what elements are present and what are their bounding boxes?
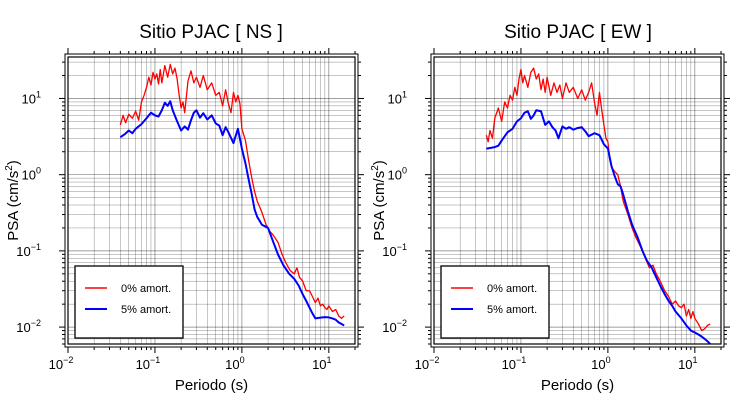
series-line [486, 109, 711, 345]
y-tick-label: 10−2 [382, 318, 407, 335]
chart-title: Sitio PJAC [ EW ] [504, 22, 652, 43]
legend-label: 0% amort. [487, 283, 537, 295]
x-tick-label: 10−2 [415, 355, 440, 372]
legend-label: 5% amort. [487, 304, 537, 316]
legend: 0% amort. 5% amort. [74, 265, 184, 339]
chart-title: Sitio PJAC [ NS ] [139, 22, 283, 43]
legend-box [74, 265, 184, 339]
plot-frame-outer [64, 53, 359, 348]
plot-frame [67, 56, 356, 345]
x-axis-label: Periodo (s) [175, 377, 248, 394]
x-tick-label: 100 [225, 355, 244, 372]
x-tick-label: 101 [678, 355, 697, 372]
x-tick-label: 10−1 [136, 355, 161, 372]
series-line [119, 63, 345, 320]
x-tick-label: 10−1 [502, 355, 527, 372]
y-tick-label: 101 [388, 89, 407, 106]
x-axis-label: Periodo (s) [541, 377, 614, 394]
y-tick-label: 10−2 [16, 318, 41, 335]
chart-panel: 10−2 10−1 100 101 10−2 10−1 100 101 Sitio PJAC [… [370, 22, 730, 394]
x-tick-label: 100 [591, 355, 610, 372]
legend-box [440, 265, 550, 339]
y-axis-label: PSA (cm/s2) [370, 160, 388, 241]
plot-frame-outer [430, 53, 725, 348]
y-tick-label: 10−1 [16, 242, 41, 259]
y-axis-label: PSA (cm/s2) [4, 160, 22, 241]
legend-label: 5% amort. [121, 304, 171, 316]
x-tick-label: 10−2 [49, 355, 74, 372]
series-line [119, 100, 345, 327]
x-tick-label: 101 [312, 355, 331, 372]
legend-label: 0% amort. [121, 283, 171, 295]
plot-frame [433, 56, 722, 345]
legend: 0% amort. 5% amort. [440, 265, 550, 339]
y-tick-label: 10−1 [382, 242, 407, 259]
y-tick-label: 100 [22, 166, 41, 183]
chart-panel: 10−2 10−1 100 101 10−2 10−1 100 101 Sitio PJAC [… [4, 22, 364, 394]
y-tick-label: 101 [22, 89, 41, 106]
y-tick-label: 100 [388, 166, 407, 183]
series-line [485, 67, 711, 332]
